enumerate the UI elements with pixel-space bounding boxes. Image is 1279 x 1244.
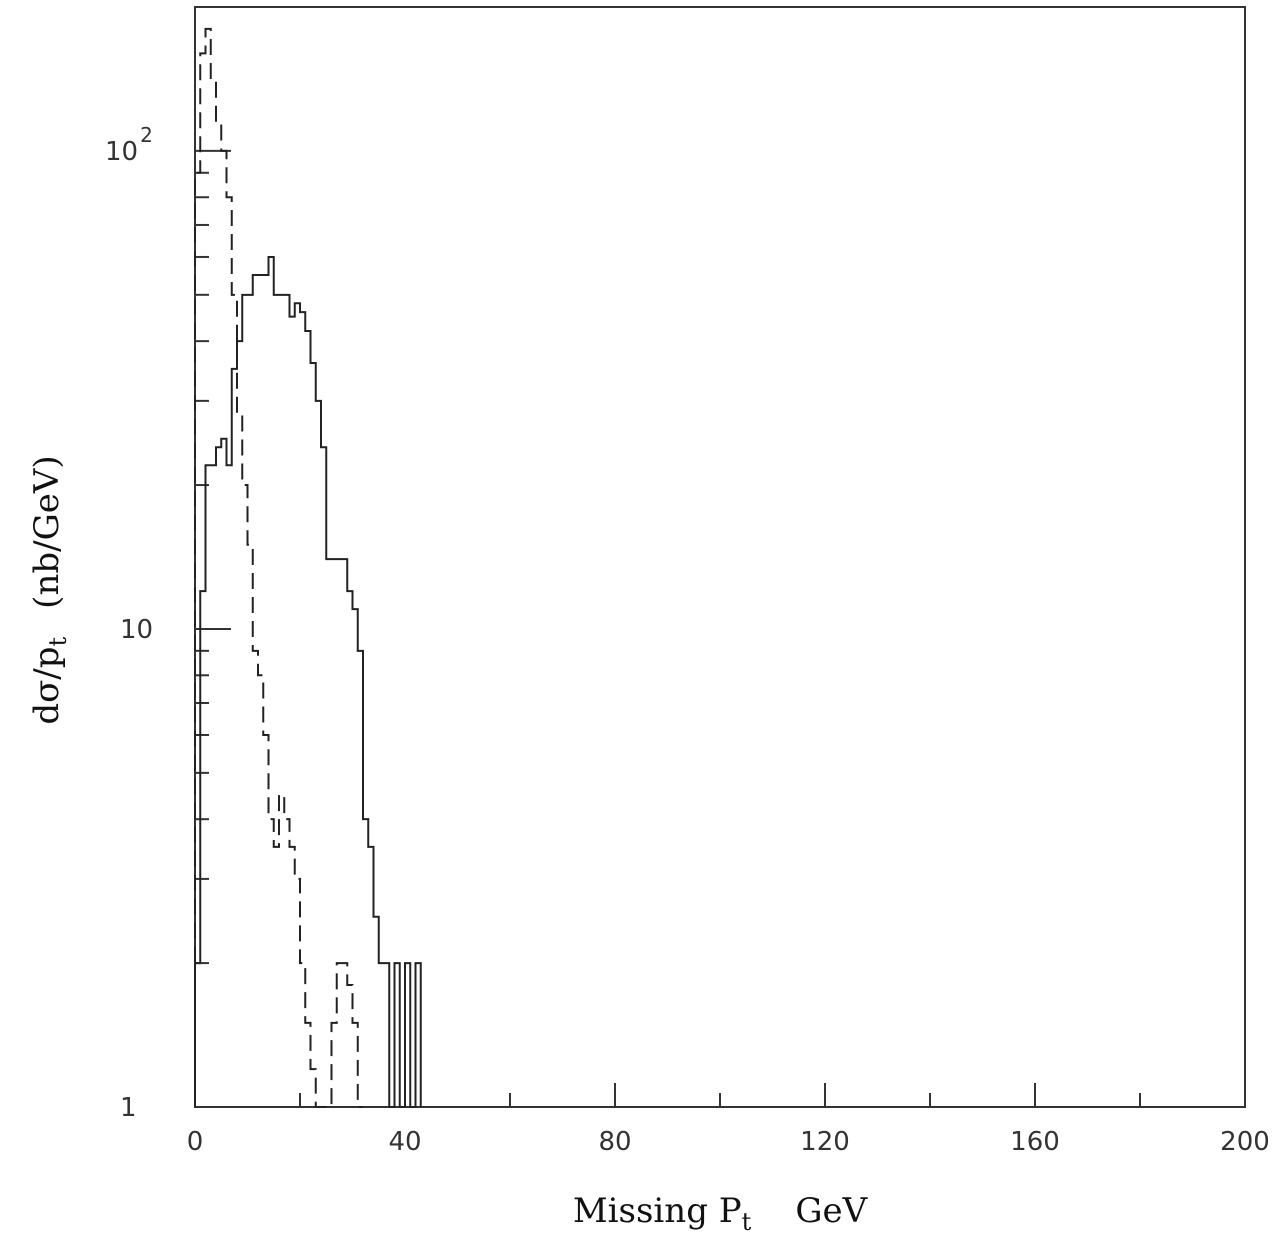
histogram-series-solid — [194, 255, 422, 1108]
x-axis-title: Missing Pt GeV — [573, 1191, 869, 1236]
x-tick-label: 120 — [800, 1127, 850, 1157]
x-tick-label: 80 — [598, 1127, 631, 1157]
y-axis-title-sub: t — [44, 636, 72, 646]
x-axis-title-main: Missing P — [573, 1191, 742, 1231]
y-tick-label: 102 — [105, 123, 153, 167]
histogram-series-dashed — [194, 27, 363, 1108]
y-tick-label-base: 10 — [120, 615, 153, 645]
x-tick-label: 200 — [1220, 1127, 1270, 1157]
y-axis-title-unit: (nb/GeV) — [27, 455, 67, 608]
y-tick-label-base: 1 — [120, 1093, 137, 1123]
x-tick-label: 40 — [388, 1127, 421, 1157]
x-axis-ticks: 0 40 80 120 160 200 — [187, 1083, 1270, 1157]
x-axis-title-sub: t — [742, 1208, 752, 1236]
histogram-series — [194, 27, 422, 1108]
x-axis-title-unit: GeV — [795, 1191, 868, 1231]
y-tick-label: 1 — [120, 1093, 137, 1123]
x-tick-label: 0 — [187, 1127, 204, 1157]
y-axis-title: dσ/pt (nb/GeV) — [27, 455, 72, 724]
x-tick-label: 160 — [1010, 1127, 1060, 1157]
y-tick-label-exponent: 2 — [140, 123, 153, 147]
y-tick-label-base: 10 — [105, 137, 138, 167]
y-axis-title-main: dσ/p — [27, 646, 67, 724]
plot-frame — [194, 6, 1246, 1108]
y-tick-label: 10 — [120, 615, 153, 645]
